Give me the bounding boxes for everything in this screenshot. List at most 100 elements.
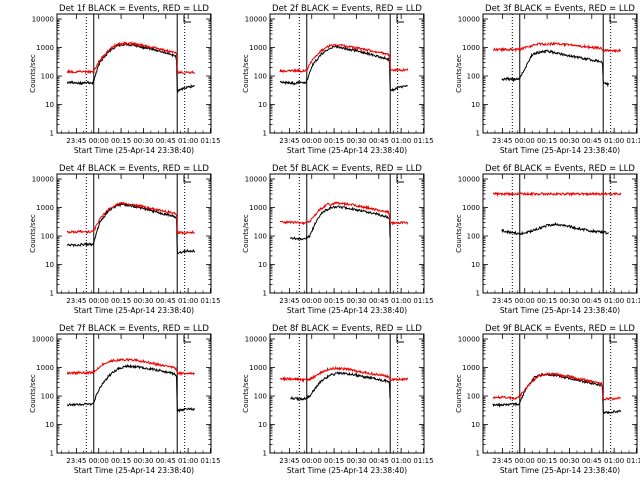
corner-marker [396, 175, 404, 183]
events-series-line [290, 371, 391, 402]
y-tick-label: 10 [471, 101, 480, 109]
events-series-line [66, 201, 196, 255]
y-tick-label: 1000 [249, 364, 267, 372]
y-tick-label: 10000 [245, 336, 267, 344]
x-axis-label: Start Time (25-Apr-14 23:38:40) [500, 306, 620, 315]
x-tick-label: 00:45 [156, 457, 176, 465]
x-tick-label: 01:00 [604, 297, 624, 305]
y-tick-label: 10000 [458, 16, 480, 24]
x-tick-label: 00:45 [156, 137, 176, 145]
x-tick-label: 00:30 [559, 137, 579, 145]
x-tick-label: 00:45 [369, 297, 389, 305]
y-tick-label: 100 [41, 233, 54, 241]
y-tick-label: 1000 [462, 364, 480, 372]
lld-series-line [279, 201, 409, 226]
y-tick-label: 1000 [36, 364, 54, 372]
y-axis-label: Counts/sec [455, 374, 463, 413]
y-tick-label: 10000 [458, 336, 480, 344]
panel-det-3: Det 3f BLACK = Events, RED = LLD 1 10 100 10… [455, 4, 640, 155]
y-tick-label: 1000 [462, 44, 480, 52]
lld-series-line [279, 43, 409, 74]
y-tick-label: 100 [41, 73, 54, 81]
y-tick-label: 100 [254, 233, 267, 241]
y-tick-label: 10000 [32, 336, 54, 344]
x-tick-label: 00:15 [324, 457, 344, 465]
corner-marker [609, 175, 617, 183]
x-tick-label: 00:45 [156, 297, 176, 305]
panel-det-1: Det 1f BLACK = Events, RED = LLD 1 10 100 10… [29, 4, 221, 155]
panel-det-6: Det 6f BLACK = Events, RED = LLD 1 10 100 10… [455, 164, 640, 315]
panel-title: Det 7f BLACK = Events, RED = LLD [59, 324, 209, 334]
x-tick-label: 23:45 [279, 457, 299, 465]
events-series-line [289, 205, 391, 241]
y-axis-label: Counts/sec [29, 54, 37, 93]
y-tick-label: 100 [467, 393, 480, 401]
x-tick-label: 00:00 [515, 297, 535, 305]
y-tick-label: 10 [258, 421, 267, 429]
x-tick-label: 00:15 [537, 137, 557, 145]
x-axis-label: Start Time (25-Apr-14 23:38:40) [74, 466, 194, 475]
x-tick-label: 01:15 [413, 297, 433, 305]
lld-series-line [492, 41, 622, 54]
panel-title: Det 8f BLACK = Events, RED = LLD [272, 324, 422, 334]
y-tick-label: 1 [476, 450, 480, 458]
x-tick-label: 01:15 [200, 297, 220, 305]
y-tick-label: 1000 [249, 204, 267, 212]
y-tick-label: 1 [263, 130, 267, 138]
y-tick-label: 100 [467, 233, 480, 241]
x-tick-label: 00:00 [302, 457, 322, 465]
x-axis-label: Start Time (25-Apr-14 23:38:40) [74, 146, 194, 155]
x-tick-label: 00:00 [515, 457, 535, 465]
events-series-line [279, 44, 409, 93]
y-tick-label: 1 [263, 290, 267, 298]
y-tick-label: 1 [263, 450, 267, 458]
corner-marker [183, 15, 191, 23]
x-tick-label: 00:30 [346, 297, 366, 305]
corner-marker [609, 15, 617, 23]
y-tick-label: 10000 [245, 176, 267, 184]
panel-det-8: Det 8f BLACK = Events, RED = LLD 1 10 100 10… [242, 324, 434, 475]
x-tick-label: 01:00 [604, 137, 624, 145]
lld-series-line [492, 371, 621, 401]
y-tick-label: 1 [50, 290, 54, 298]
x-tick-label: 00:15 [111, 457, 131, 465]
x-tick-label: 00:45 [369, 137, 389, 145]
y-tick-label: 10 [471, 261, 480, 269]
x-tick-label: 01:00 [391, 297, 411, 305]
lld-series-line [66, 357, 195, 377]
plot-frame [56, 13, 212, 134]
x-tick-label: 01:15 [413, 137, 433, 145]
y-tick-label: 100 [41, 393, 54, 401]
y-axis-label: Counts/sec [242, 54, 250, 93]
x-axis-label: Start Time (25-Apr-14 23:38:40) [500, 466, 620, 475]
y-axis-label: Counts/sec [242, 374, 250, 413]
x-tick-label: 00:15 [324, 137, 344, 145]
panel-det-5: Det 5f BLACK = Events, RED = LLD 1 10 100 10… [242, 164, 434, 315]
y-tick-label: 10 [258, 101, 267, 109]
y-tick-label: 1 [50, 450, 54, 458]
x-tick-label: 23:45 [492, 297, 512, 305]
x-tick-label: 00:15 [324, 297, 344, 305]
x-tick-label: 01:15 [626, 297, 640, 305]
plot-frame [269, 13, 425, 134]
y-tick-label: 10 [258, 261, 267, 269]
y-tick-label: 1 [476, 130, 480, 138]
y-tick-label: 1000 [36, 204, 54, 212]
x-tick-label: 01:00 [178, 297, 198, 305]
x-tick-label: 01:00 [391, 457, 411, 465]
x-tick-label: 01:00 [391, 137, 411, 145]
plot-frame [56, 173, 212, 294]
y-tick-label: 10 [471, 421, 480, 429]
x-tick-label: 00:00 [89, 297, 109, 305]
y-axis-label: Counts/sec [242, 214, 250, 253]
x-tick-label: 00:00 [302, 137, 322, 145]
x-tick-label: 23:45 [66, 297, 86, 305]
events-series-line [66, 363, 195, 413]
panel-title: Det 9f BLACK = Events, RED = LLD [485, 324, 635, 334]
y-tick-label: 1 [476, 290, 480, 298]
x-axis-label: Start Time (25-Apr-14 23:38:40) [74, 306, 194, 315]
x-tick-label: 01:15 [626, 137, 640, 145]
lld-series-line [66, 201, 195, 236]
panel-det-7: Det 7f BLACK = Events, RED = LLD 1 10 100 10… [29, 324, 221, 475]
